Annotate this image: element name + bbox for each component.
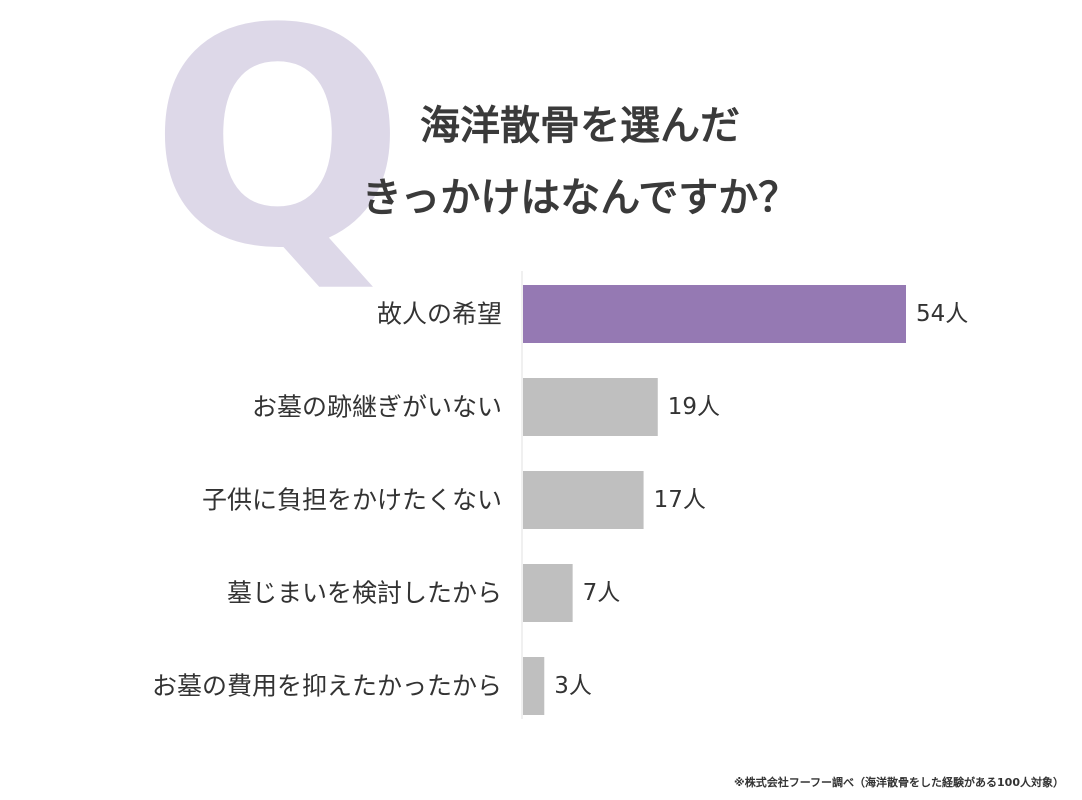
value-label: 17人 [654,487,706,513]
source-footnote: ※株式会社フーフー調べ（海洋散骨をした経験がある100人対象） [734,776,1064,789]
category-label: お墓の費用を抑えたかったから [152,672,502,701]
category-label: お墓の跡継ぎがいない [252,393,502,422]
value-label: 19人 [668,394,720,420]
bar [523,471,644,529]
category-label: 故人の希望 [377,300,502,329]
bar [523,378,658,436]
category-label: 子供に負担をかけたくない [202,486,502,515]
value-label: 3人 [554,673,592,699]
chart-title-line1: 海洋散骨を選んだ [420,103,740,149]
value-label: 7人 [583,580,621,606]
category-label: 墓じまいを検討したから [227,579,502,608]
bar [523,285,906,343]
chart-title-line2: きっかけはなんですか？ [361,175,799,221]
chart-title: 海洋散骨を選んだ きっかけはなんですか？ [300,90,860,234]
bar [523,564,573,622]
value-label: 54人 [916,301,968,327]
q-letter-decoration: Q [150,0,406,314]
bar [523,657,545,715]
